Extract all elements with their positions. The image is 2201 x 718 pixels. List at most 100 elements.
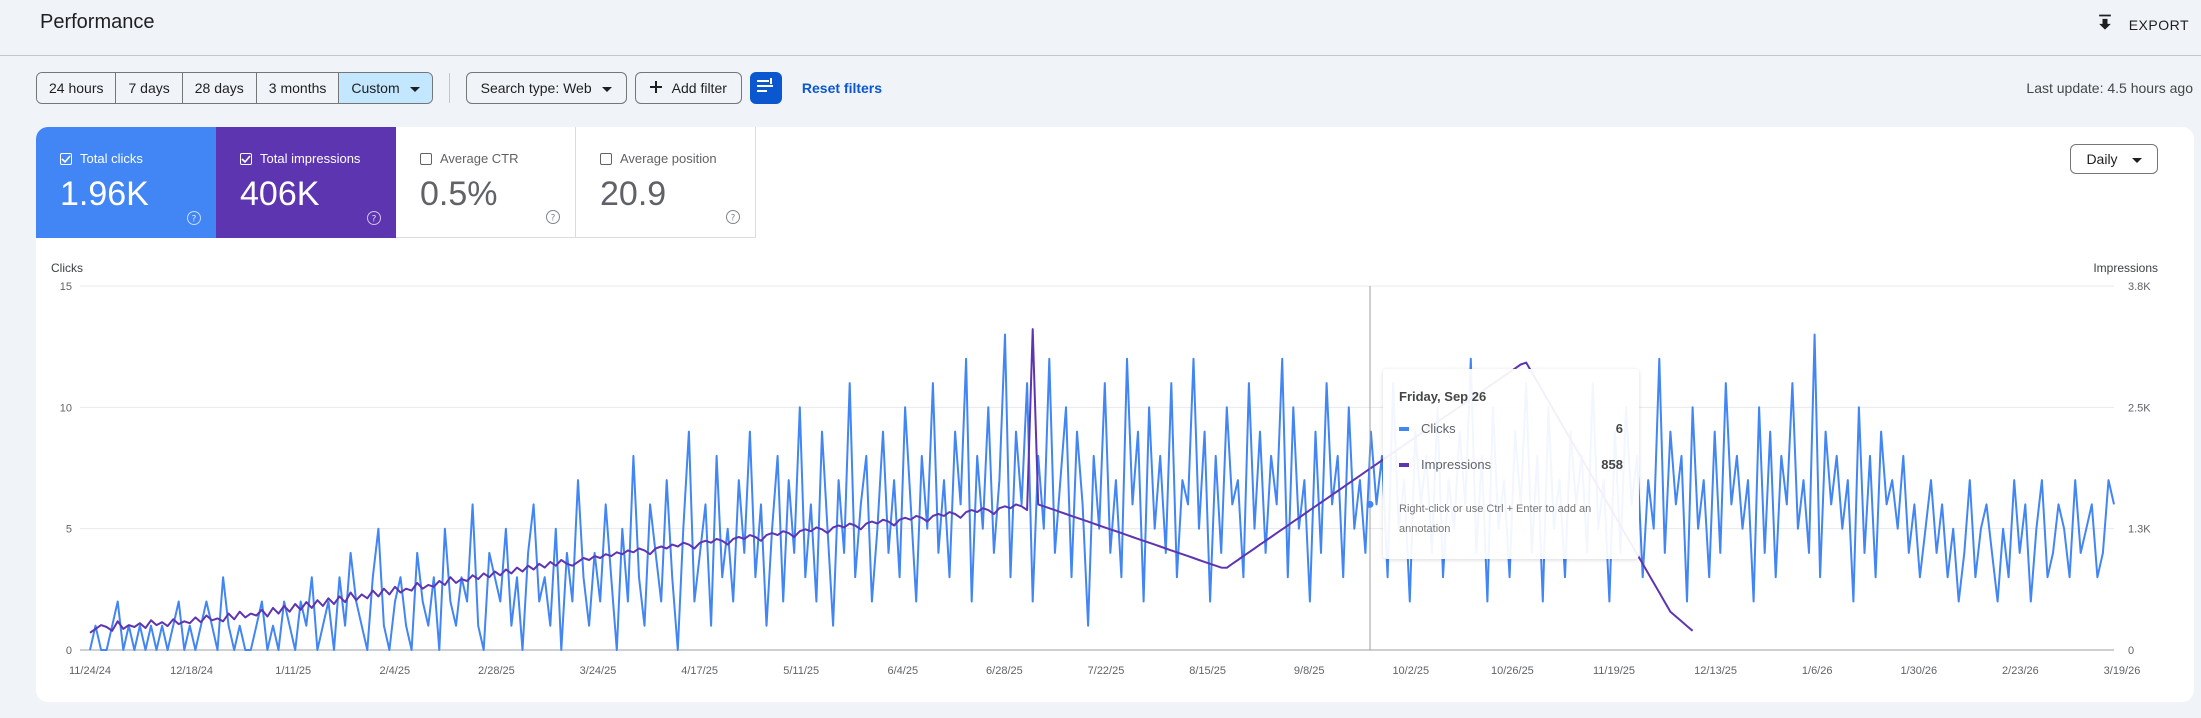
x-tick-label: 5/11/25	[783, 665, 819, 677]
plus-icon	[649, 80, 662, 96]
download-icon	[2095, 13, 2115, 36]
metric-label: Total impressions	[260, 151, 361, 166]
y-tick-right: 2.5K	[2128, 402, 2151, 414]
metric-label: Total clicks	[80, 151, 143, 166]
x-tick-label: 1/11/25	[275, 665, 311, 677]
x-tick-label: 7/22/25	[1088, 665, 1125, 677]
x-tick-label: 11/19/25	[1593, 665, 1635, 677]
range-custom[interactable]: Custom	[339, 73, 432, 103]
svg-text:?: ?	[192, 215, 197, 225]
y-axis-left-title: Clicks	[51, 261, 83, 275]
x-tick-label: 1/6/26	[1802, 665, 1833, 677]
y-tick-left: 10	[60, 402, 72, 414]
x-tick-label: 1/30/26	[1900, 665, 1937, 677]
granularity-label: Daily	[2086, 151, 2118, 167]
x-tick-label: 9/8/25	[1294, 665, 1325, 677]
range-24-hours[interactable]: 24 hours	[37, 73, 117, 103]
metric-average-ctr[interactable]: Average CTR 0.5% ?	[396, 127, 576, 238]
export-button[interactable]: EXPORT	[2095, 13, 2189, 36]
tooltip-series-name: Impressions	[1421, 457, 1492, 472]
y-tick-left: 5	[66, 524, 72, 536]
performance-chart[interactable]: Clicks Impressions 0 5 10 15 0 1.3K 2.5K 3.8K 11/2…	[36, 127, 2194, 702]
checkbox-unchecked-icon	[600, 152, 612, 165]
y-tick-right: 0	[2128, 645, 2134, 657]
x-tick-label: 2/28/25	[478, 665, 515, 677]
range-28-days[interactable]: 28 days	[182, 73, 257, 103]
metric-value: 0.5%	[420, 175, 498, 213]
metric-value: 20.9	[600, 175, 667, 213]
svg-text:?: ?	[372, 215, 377, 225]
y-tick-left: 0	[66, 645, 72, 657]
page-header: Performance EXPORT	[0, 0, 2201, 56]
help-icon[interactable]: ?	[366, 210, 382, 226]
x-tick-label: 12/18/24	[170, 665, 213, 677]
tooltip-series-name: Clicks	[1421, 421, 1456, 436]
add-filter-label: Add filter	[671, 80, 727, 96]
chart-tooltip: Friday, Sep 26 Clicks 6 Impressions 858 …	[1383, 369, 1639, 559]
granularity-dropdown[interactable]: Daily	[2070, 144, 2158, 174]
filter-settings-button[interactable]	[749, 72, 782, 104]
export-label: EXPORT	[2128, 16, 2189, 33]
x-tick-label: 11/24/24	[69, 665, 111, 677]
caret-down-icon	[409, 73, 420, 103]
series-line-clicks	[89, 333, 2115, 651]
y-tick-right: 1.3K	[2128, 524, 2151, 536]
metric-total-impressions[interactable]: Total impressions 406K ?	[216, 127, 396, 238]
metric-tabs: Total clicks 1.96K ? Total impressions 4…	[36, 127, 756, 238]
checkbox-checked-icon	[240, 152, 252, 165]
metric-label: Average position	[620, 151, 717, 166]
reset-filters-link[interactable]: Reset filters	[801, 80, 883, 96]
x-tick-label: 2/23/26	[2002, 665, 2039, 677]
tooltip-date: Friday, Sep 26	[1399, 389, 1487, 404]
filter-list-icon	[756, 77, 775, 99]
filter-divider	[448, 73, 450, 103]
search-type-dropdown[interactable]: Search type: Web	[465, 72, 627, 104]
y-tick-right: 3.8K	[2128, 281, 2151, 293]
metric-label-row: Average position	[600, 151, 717, 166]
checkbox-unchecked-icon	[420, 152, 432, 165]
x-tick-label: 8/15/25	[1189, 665, 1226, 677]
last-update-text: Last update: 4.5 hours ago	[2026, 80, 2193, 96]
metric-average-position[interactable]: Average position 20.9 ?	[576, 127, 756, 238]
y-axis-right-title: Impressions	[2093, 261, 2158, 275]
tooltip-series-value: 6	[1615, 421, 1623, 436]
metric-value: 406K	[240, 175, 320, 213]
filter-bar: 24 hours 7 days 28 days 3 months Custom …	[36, 72, 882, 104]
caret-down-icon	[601, 80, 612, 96]
checkbox-checked-icon	[60, 152, 72, 165]
date-range-selector: 24 hours 7 days 28 days 3 months Custom	[36, 72, 433, 104]
hover-point-clicks	[1366, 500, 1374, 508]
help-icon[interactable]: ?	[186, 210, 202, 226]
x-tick-label: 3/24/25	[580, 665, 617, 677]
x-tick-label: 10/26/25	[1491, 665, 1534, 677]
metric-label-row: Average CTR	[420, 151, 519, 166]
x-tick-label: 6/4/25	[888, 665, 919, 677]
x-tick-label: 10/2/25	[1392, 665, 1429, 677]
svg-text:?: ?	[731, 214, 736, 224]
add-filter-button[interactable]: Add filter	[634, 72, 742, 104]
x-tick-label: 6/28/25	[986, 665, 1023, 677]
tooltip-series-value: 858	[1601, 457, 1623, 472]
impressions-swatch	[1399, 462, 1409, 467]
y-tick-left: 15	[60, 281, 72, 293]
search-type-label: Search type: Web	[480, 80, 592, 96]
svg-text:?: ?	[551, 214, 556, 224]
range-7-days[interactable]: 7 days	[116, 73, 183, 103]
help-icon[interactable]: ?	[545, 209, 561, 225]
page-title: Performance	[40, 11, 155, 33]
performance-card: Total clicks 1.96K ? Total impressions 4…	[36, 127, 2194, 702]
help-icon[interactable]: ?	[725, 209, 741, 225]
range-3-months[interactable]: 3 months	[256, 73, 340, 103]
metric-total-clicks[interactable]: Total clicks 1.96K ?	[36, 127, 216, 238]
tooltip-row-clicks: Clicks 6	[1399, 421, 1623, 436]
x-tick-label: 12/13/25	[1694, 665, 1737, 677]
x-tick-label: 3/19/26	[2104, 665, 2141, 677]
clicks-swatch	[1399, 426, 1409, 431]
metric-label-row: Total clicks	[60, 151, 143, 166]
caret-down-icon	[2131, 151, 2142, 167]
metric-label: Average CTR	[440, 151, 519, 166]
x-tick-label: 2/4/25	[380, 665, 411, 677]
metric-value: 1.96K	[60, 175, 149, 213]
range-custom-label: Custom	[351, 80, 400, 96]
x-tick-label: 4/17/25	[681, 665, 718, 677]
